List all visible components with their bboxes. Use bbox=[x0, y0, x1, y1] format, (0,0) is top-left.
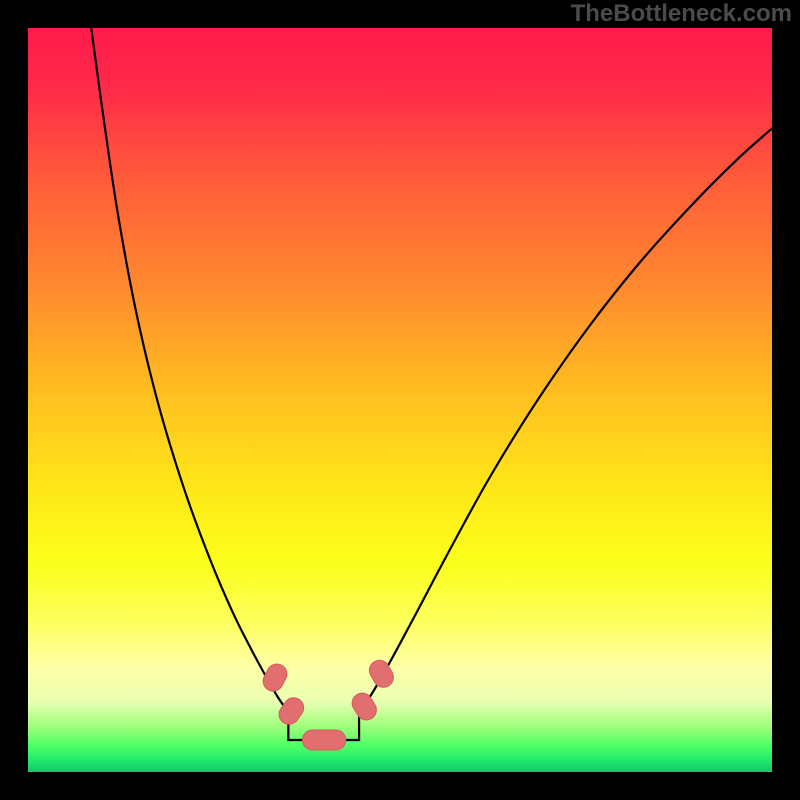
plot-area bbox=[28, 28, 772, 772]
curve-marker bbox=[302, 730, 345, 750]
chart-svg bbox=[28, 28, 772, 772]
outer-frame: TheBottleneck.com bbox=[0, 0, 800, 800]
gradient-background bbox=[28, 28, 772, 772]
watermark-text: TheBottleneck.com bbox=[571, 0, 792, 28]
